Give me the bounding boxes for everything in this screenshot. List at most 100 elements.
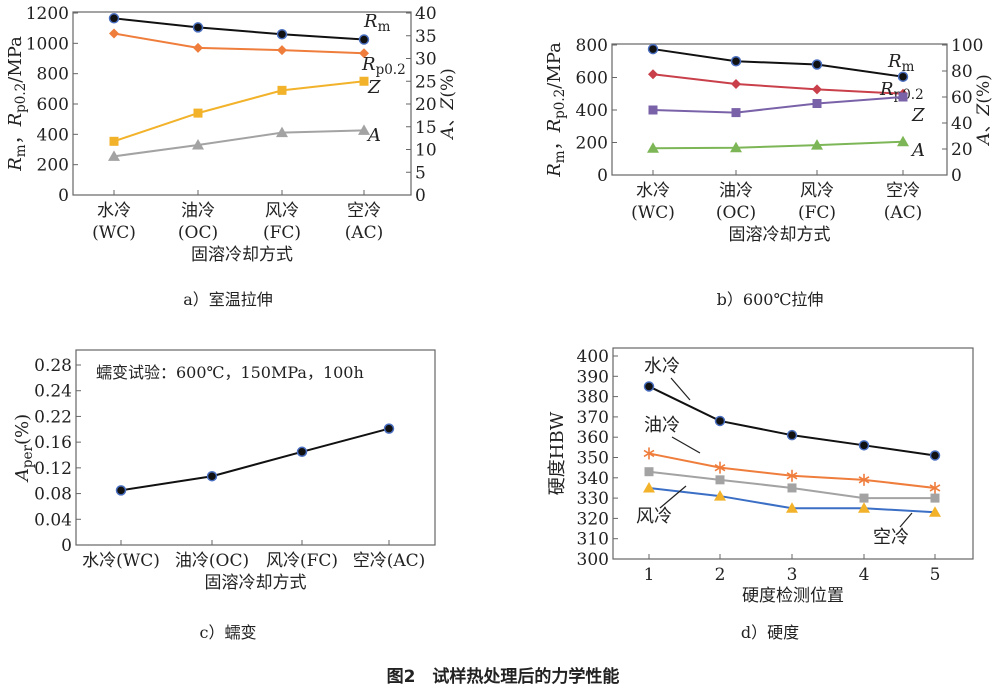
data-point bbox=[647, 43, 659, 55]
y-tick-label: 320 bbox=[577, 509, 609, 529]
data-point bbox=[643, 481, 655, 493]
series-line bbox=[652, 140, 904, 150]
text-part: A bbox=[438, 126, 458, 140]
asterisk-stroke bbox=[643, 449, 655, 458]
data-point bbox=[359, 76, 369, 86]
data-point bbox=[193, 42, 203, 53]
data-point bbox=[193, 108, 203, 118]
x-tick-label: 2 bbox=[715, 565, 726, 585]
asterisk-stroke bbox=[714, 463, 726, 472]
y-tick-label: 400 bbox=[576, 101, 608, 121]
y-axis-label: Rm，Rp0.2/MPa bbox=[5, 36, 29, 172]
data-point bbox=[648, 69, 658, 80]
text-part: R bbox=[361, 54, 376, 75]
series-label: Rp0.2 bbox=[361, 54, 406, 78]
data-point bbox=[787, 483, 797, 493]
text-part: (%) bbox=[438, 68, 458, 97]
y-tick-label: 0.16 bbox=[34, 433, 72, 453]
text-part: 、 bbox=[438, 109, 458, 126]
y-tick-label: 200 bbox=[37, 156, 69, 176]
text-part: p0.2 bbox=[376, 62, 406, 78]
series-label: A bbox=[910, 140, 925, 161]
x-tick-label: 5 bbox=[930, 565, 941, 585]
data-point bbox=[647, 142, 659, 153]
series-label: 油冷 bbox=[644, 415, 680, 436]
y-tick-label: 380 bbox=[577, 388, 609, 408]
x-tick-label: 4 bbox=[859, 565, 870, 585]
data-point bbox=[358, 34, 370, 45]
data-point bbox=[897, 71, 909, 82]
y-tick-label: 300 bbox=[577, 550, 609, 570]
series-line bbox=[652, 48, 904, 78]
asterisk-stroke bbox=[786, 472, 798, 480]
series-label: Z bbox=[367, 77, 381, 98]
y-tick-label: 600 bbox=[37, 95, 69, 115]
y-right-tick-label: 40 bbox=[951, 114, 973, 134]
y-tick-label: 0.12 bbox=[34, 459, 72, 479]
y-tick-label: 330 bbox=[577, 489, 609, 509]
y-tick-label: 0.28 bbox=[34, 356, 72, 376]
data-point bbox=[115, 485, 127, 496]
x-tick-label: 空冷 bbox=[347, 201, 381, 221]
series-line bbox=[652, 96, 904, 114]
data-point bbox=[206, 470, 218, 482]
y-tick-label: 800 bbox=[37, 65, 69, 85]
x-tick-label: 空冷 bbox=[886, 181, 920, 201]
data-point bbox=[929, 506, 941, 517]
y-tick-label: 0 bbox=[58, 186, 69, 206]
asterisk-stroke bbox=[929, 484, 941, 492]
series-label: 风冷 bbox=[636, 506, 672, 527]
text-part: Z bbox=[438, 96, 458, 110]
chart-panel-b: 0200400600800020406080100A、Z(%)水冷(WC)油冷(… bbox=[544, 36, 994, 309]
panel-caption: a）室温拉伸 bbox=[183, 290, 273, 309]
series-line bbox=[648, 385, 936, 457]
x-tick-label: 风冷(FC) bbox=[266, 551, 338, 571]
data-point bbox=[930, 493, 940, 503]
y-tick-label: 800 bbox=[576, 36, 608, 56]
x-tick-label: 风冷 bbox=[800, 181, 834, 201]
y-right-tick-label: 25 bbox=[415, 72, 437, 92]
x-tick-label: 水冷(WC) bbox=[82, 551, 160, 571]
x-axis-label: 固溶冷却方式 bbox=[205, 573, 307, 593]
data-point bbox=[108, 150, 120, 161]
x-tick-label: 油冷 bbox=[719, 181, 753, 201]
y-right-tick-label: 10 bbox=[415, 141, 437, 161]
x-tick-label: (WC) bbox=[631, 203, 675, 223]
x-tick-label: 风冷 bbox=[265, 201, 299, 221]
y-right-tick-label: 60 bbox=[951, 88, 973, 108]
leader-line bbox=[671, 436, 701, 454]
text-part: per bbox=[20, 444, 36, 468]
data-point bbox=[383, 423, 395, 434]
series-label: 水冷 bbox=[644, 356, 680, 377]
plot-frame bbox=[612, 347, 974, 560]
data-point bbox=[643, 447, 655, 460]
chart-panel-a: 0200400600800100012000510152025303540A、Z… bbox=[5, 4, 458, 309]
text-part: R bbox=[5, 113, 26, 128]
data-point bbox=[731, 108, 741, 118]
y-right-tick-label: 15 bbox=[415, 118, 437, 138]
text-part: m bbox=[552, 150, 568, 163]
y-right-tick-label: 30 bbox=[415, 50, 437, 70]
data-point bbox=[730, 56, 742, 67]
text-part: ， bbox=[5, 126, 26, 144]
data-point bbox=[643, 381, 655, 392]
y-tick-label: 1200 bbox=[26, 4, 69, 24]
y-tick-label: 340 bbox=[577, 469, 609, 489]
x-tick-label: 水冷 bbox=[97, 201, 131, 221]
figure-title: 图2 试样热处理后的力学性能 bbox=[387, 666, 620, 687]
data-point bbox=[929, 450, 941, 461]
y-right-axis-label: A、Z(%) bbox=[974, 74, 994, 147]
series-line bbox=[113, 129, 365, 158]
data-point bbox=[109, 28, 119, 39]
data-point bbox=[811, 139, 823, 150]
data-point bbox=[192, 22, 204, 33]
y-tick-label: 360 bbox=[577, 428, 609, 448]
text-part: ， bbox=[544, 132, 565, 150]
text-part: A bbox=[12, 468, 33, 483]
data-point bbox=[715, 475, 725, 485]
data-point bbox=[108, 13, 120, 24]
y-tick-label: 390 bbox=[577, 367, 609, 387]
leader-line bbox=[659, 485, 687, 509]
x-tick-label: (AC) bbox=[884, 203, 923, 223]
